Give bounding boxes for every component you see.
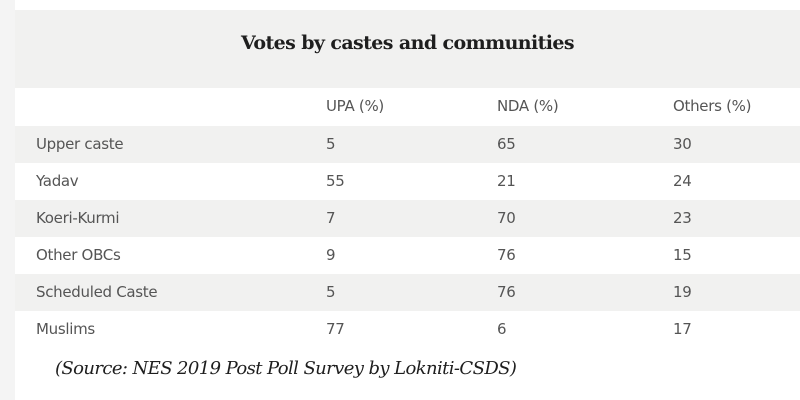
cell-others: 23: [673, 209, 692, 227]
cell-others: 19: [673, 283, 692, 301]
cell-others: 30: [673, 135, 692, 153]
cell-group: Upper caste: [36, 135, 124, 153]
cell-group: Koeri-Kurmi: [36, 209, 120, 227]
table-row: Yadav 55 21 24: [15, 163, 800, 200]
cell-group: Muslims: [36, 320, 95, 338]
table-row: Koeri-Kurmi 7 70 23: [15, 200, 800, 237]
cell-nda: 65: [497, 135, 516, 153]
header-upa: UPA (%): [326, 97, 384, 115]
table-title: Votes by castes and communities: [240, 32, 575, 54]
cell-nda: 70: [497, 209, 516, 227]
cell-group: Scheduled Caste: [36, 283, 158, 301]
table-row: Upper caste 5 65 30: [15, 126, 800, 163]
table-title-band: Votes by castes and communities: [15, 10, 800, 88]
cell-nda: 76: [497, 283, 516, 301]
cell-others: 15: [673, 246, 692, 264]
cell-nda: 6: [497, 320, 507, 338]
cell-upa: 5: [326, 135, 336, 153]
table-row: Muslims 77 6 17: [15, 311, 800, 348]
cell-upa: 77: [326, 320, 345, 338]
table-row: Scheduled Caste 5 76 19: [15, 274, 800, 311]
cell-nda: 21: [497, 172, 516, 190]
cell-others: 17: [673, 320, 692, 338]
cell-upa: 55: [326, 172, 345, 190]
cell-upa: 5: [326, 283, 336, 301]
source-caption: (Source: NES 2019 Post Poll Survey by Lo…: [55, 358, 517, 379]
cell-upa: 9: [326, 246, 336, 264]
table-row: Other OBCs 9 76 15: [15, 237, 800, 274]
header-others: Others (%): [673, 97, 752, 115]
cell-group: Other OBCs: [36, 246, 121, 264]
article-content: Votes by castes and communities UPA (%) …: [15, 0, 800, 400]
cell-others: 24: [673, 172, 692, 190]
table-header-row: UPA (%) NDA (%) Others (%): [15, 88, 800, 125]
cell-upa: 7: [326, 209, 336, 227]
cell-group: Yadav: [36, 172, 79, 190]
header-nda: NDA (%): [497, 97, 559, 115]
cell-nda: 76: [497, 246, 516, 264]
